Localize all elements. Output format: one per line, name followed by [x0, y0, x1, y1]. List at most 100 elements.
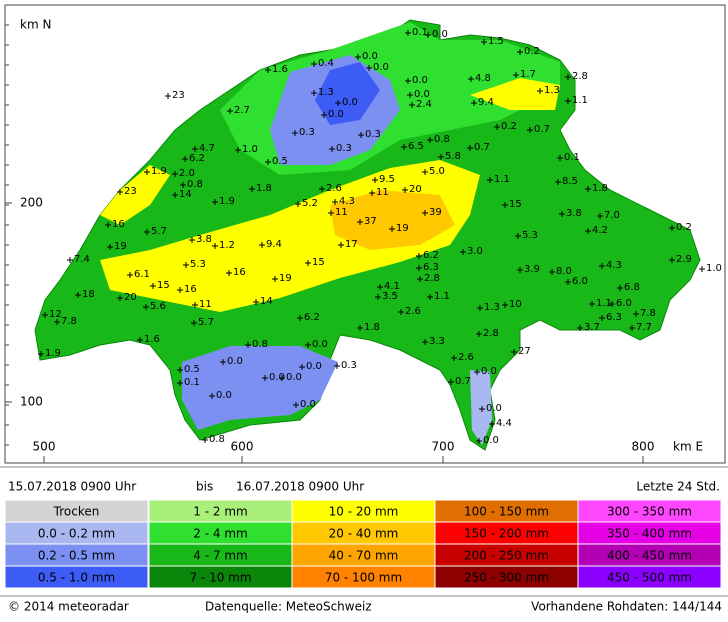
copyright: © 2014 meteoradar: [8, 600, 129, 614]
station-marker: [305, 260, 311, 266]
station-marker: [398, 309, 404, 315]
station-marker: [438, 154, 444, 160]
station-marker: [299, 364, 305, 370]
station-value: 3.7: [584, 322, 600, 333]
station-value: 37: [364, 216, 377, 227]
station-marker: [476, 438, 482, 444]
station-marker: [559, 211, 565, 217]
station-value: 2.8: [424, 273, 440, 284]
station-value: 4.3: [606, 260, 622, 271]
station-value: 5.0: [429, 166, 445, 177]
station-value: 39: [429, 207, 442, 218]
x-axis-label: km E: [673, 440, 703, 454]
station-marker: [460, 249, 466, 255]
station-marker: [479, 406, 485, 412]
station-value: 15: [312, 257, 325, 268]
station-marker: [335, 100, 341, 106]
station-value: 0.8: [209, 434, 225, 445]
legend-label: 100 - 150 mm: [464, 505, 549, 519]
station-marker: [272, 276, 278, 282]
station-value: 9.5: [379, 174, 395, 185]
station-marker: [192, 302, 198, 308]
station-value: 4.7: [199, 143, 215, 154]
station-value: 2.7: [234, 105, 250, 116]
station-marker: [202, 437, 208, 443]
station-value: 19: [279, 273, 292, 284]
station-value: 3.8: [566, 208, 582, 219]
station-marker: [557, 155, 563, 161]
station-marker: [416, 265, 422, 271]
station-marker: [599, 263, 605, 269]
station-marker: [172, 192, 178, 198]
station-value: 4.4: [496, 418, 512, 429]
station-marker: [265, 67, 271, 73]
legend-label: 150 - 200 mm: [464, 527, 549, 541]
legend-label: 40 - 70 mm: [329, 549, 399, 563]
station-value: 5.3: [190, 259, 206, 270]
legend-label: 250 - 300 mm: [464, 571, 549, 585]
station-marker: [311, 90, 317, 96]
station-marker: [669, 225, 675, 231]
station-value: 0.7: [474, 142, 490, 153]
station-value: 1.3: [318, 87, 334, 98]
station-value: 6.5: [408, 141, 424, 152]
station-value: 20: [409, 184, 422, 195]
station-marker: [699, 266, 705, 272]
station-value: 17: [345, 239, 358, 250]
station-marker: [511, 349, 517, 355]
station-marker: [165, 93, 171, 99]
station-value: 0.8: [252, 339, 268, 350]
station-value: 6.2: [189, 153, 205, 164]
station-marker: [192, 146, 198, 152]
station-value: 6.3: [423, 262, 439, 273]
station-marker: [177, 380, 183, 386]
legend-label: 1 - 2 mm: [193, 505, 247, 519]
station-marker: [144, 169, 150, 175]
station-marker: [513, 72, 519, 78]
station-marker: [515, 233, 521, 239]
station-marker: [451, 355, 457, 361]
station-value: 3.5: [382, 291, 398, 302]
station-marker: [328, 210, 334, 216]
station-marker: [405, 30, 411, 36]
station-value: 3.9: [524, 264, 540, 275]
station-value: 5.7: [151, 226, 167, 237]
station-marker: [212, 199, 218, 205]
station-value: 0.0: [432, 29, 448, 40]
legend-label: 2 - 4 mm: [193, 527, 247, 541]
station-marker: [589, 301, 595, 307]
station-value: 0.0: [269, 372, 285, 383]
station-value: 4.1: [384, 281, 400, 292]
station-marker: [427, 137, 433, 143]
orange-zone: [330, 190, 455, 250]
station-value: 0.7: [455, 376, 471, 387]
station-marker: [249, 186, 255, 192]
station-value: 8.5: [562, 176, 578, 187]
station-value: 6.0: [616, 298, 632, 309]
station-marker: [409, 102, 415, 108]
station-marker: [609, 301, 615, 307]
x-tick-label: 700: [432, 440, 455, 454]
station-marker: [189, 237, 195, 243]
station-marker: [517, 49, 523, 55]
legend-swatch: [4, 565, 149, 589]
axes: km N km E 200 100 500 600 700 800: [5, 18, 703, 463]
station-value: 3.8: [196, 234, 212, 245]
station-marker: [527, 127, 533, 133]
station-marker: [565, 98, 571, 104]
station-value: 0.0: [373, 62, 389, 73]
station-value: 10: [509, 299, 522, 310]
station-value: 15: [509, 199, 522, 210]
y-tick-label: 100: [20, 395, 43, 409]
station-marker: [427, 294, 433, 300]
period-connector: bis: [196, 480, 213, 494]
station-value: 12: [49, 309, 62, 320]
station-marker: [279, 375, 285, 381]
station-value: 7.8: [640, 308, 656, 319]
station-value: 0.5: [184, 364, 200, 375]
station-value: 2.8: [572, 71, 588, 82]
station-marker: [321, 112, 327, 118]
y-axis-label: km N: [20, 18, 51, 32]
